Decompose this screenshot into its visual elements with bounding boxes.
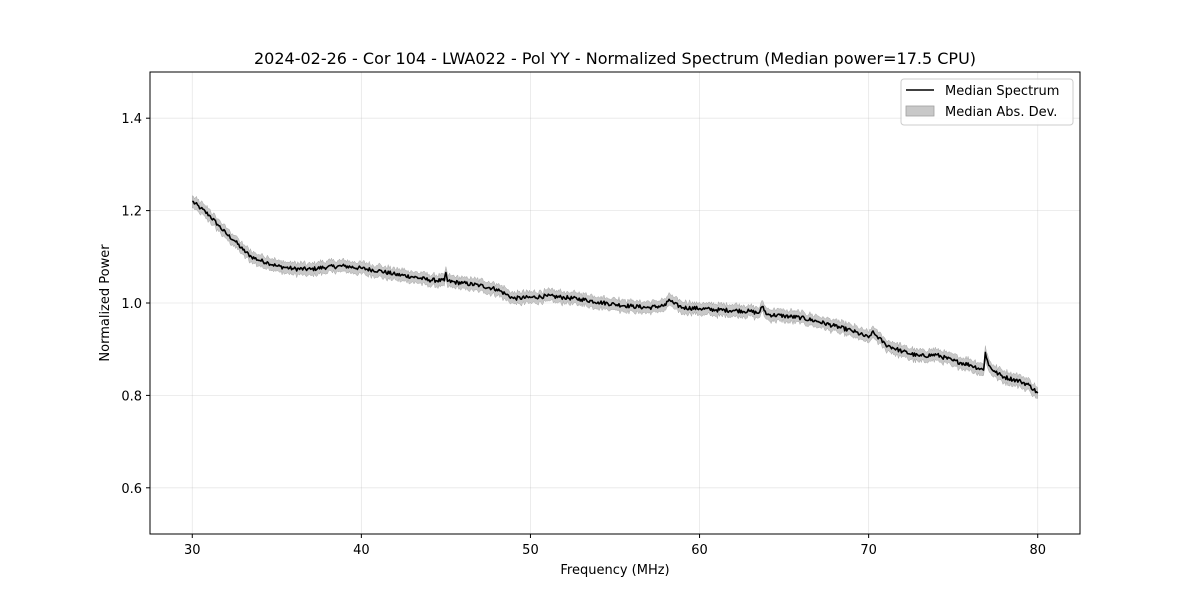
y-tick-label: 1.2 (121, 205, 142, 220)
y-axis-ticks: 0.6 0.8 1.0 1.2 1.4 (121, 112, 150, 497)
legend-label-median-spectrum: Median Spectrum (945, 84, 1059, 99)
legend-band-swatch (905, 105, 935, 117)
median-spectrum-line (192, 200, 1039, 394)
y-tick-label: 0.8 (121, 389, 142, 404)
x-tick-label: 80 (1029, 543, 1046, 558)
x-axis-label: Frequency (MHz) (560, 563, 669, 578)
legend-label-median-abs-dev: Median Abs. Dev. (945, 105, 1057, 120)
x-tick-label: 70 (860, 543, 877, 558)
legend: Median Spectrum Median Abs. Dev. (900, 78, 1074, 126)
x-tick-label: 40 (353, 543, 370, 558)
x-tick-label: 60 (691, 543, 708, 558)
legend-box (900, 78, 1074, 126)
y-axis-label: Normalized Power (98, 244, 113, 362)
mad-band-area (192, 195, 1038, 399)
y-tick-label: 1.4 (121, 112, 142, 127)
x-tick-label: 50 (522, 543, 539, 558)
y-tick-label: 0.6 (121, 482, 142, 497)
median-spectrum-path (192, 200, 1039, 394)
mad-band (192, 195, 1038, 399)
x-axis-ticks: 30 40 50 60 70 80 (184, 534, 1046, 558)
y-tick-label: 1.0 (121, 297, 142, 312)
x-tick-label: 30 (184, 543, 201, 558)
chart-title: 2024-02-26 - Cor 104 - LWA022 - Pol YY -… (254, 49, 976, 68)
